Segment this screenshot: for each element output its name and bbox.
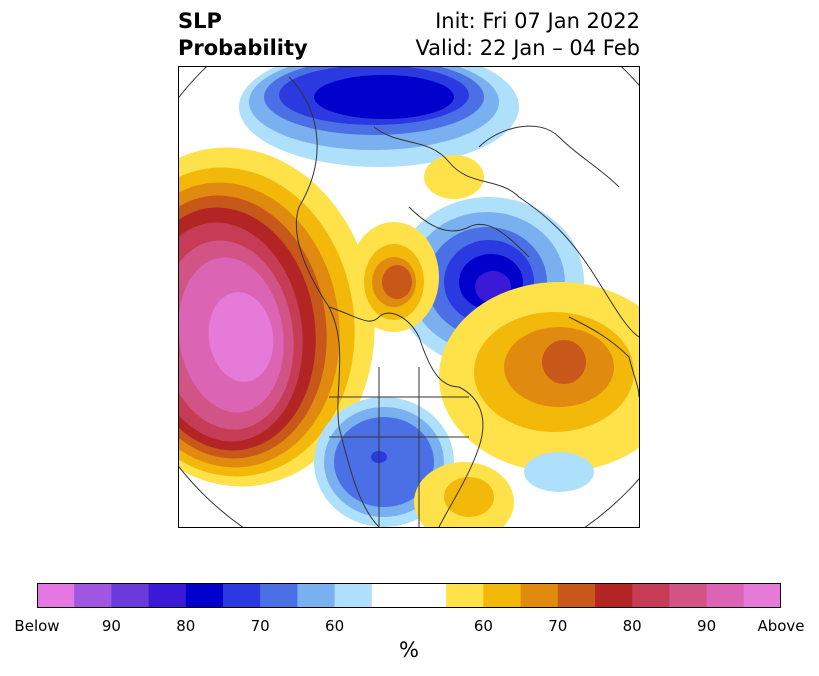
colorbar-tick-label: 60 [473, 617, 493, 635]
forecast-dates: Init: Fri 07 Jan 2022 Valid: 22 Jan – 04… [415, 8, 640, 62]
colorbar-swatch [74, 583, 112, 608]
colorbar-swatch [706, 583, 745, 608]
colorbar-swatch [260, 583, 298, 608]
colorbar [37, 583, 781, 608]
pacific-above-anomaly [179, 147, 375, 487]
colorbar-swatch [297, 583, 336, 608]
title-quantity: Probability [178, 36, 308, 60]
map-canvas [179, 67, 639, 527]
probability-map [178, 66, 640, 528]
colorbar-swatch [185, 583, 224, 608]
colorbar-swatch [371, 583, 410, 608]
colorbar-swatch [148, 583, 187, 608]
colorbar-tick-label: 70 [250, 617, 270, 635]
title-variable: SLP [178, 9, 222, 33]
colorbar-swatch [520, 583, 559, 608]
colorbar-swatch [409, 583, 447, 608]
init-date: Init: Fri 07 Jan 2022 [435, 9, 640, 33]
colorbar-swatch [595, 583, 633, 608]
colorbar-tick-label: 80 [176, 617, 196, 635]
colorbar-swatch [37, 583, 75, 608]
colorbar-swatch [111, 583, 150, 608]
colorbar-tick-label: 90 [101, 617, 121, 635]
north-below-anomaly [239, 67, 519, 167]
greenland-above-anomaly [349, 155, 484, 332]
colorbar-swatch [557, 583, 596, 608]
colorbar-tick-label: Below [14, 617, 60, 635]
colorbar-tick-label: Above [757, 617, 805, 635]
atlantic-above-anomaly [414, 282, 639, 527]
colorbar-swatch [483, 583, 522, 608]
colorbar-tick-label: 60 [325, 617, 345, 635]
chart-title: SLP Probability [178, 8, 308, 62]
colorbar-swatch [223, 583, 261, 608]
colorbar-swatch [334, 583, 373, 608]
colorbar-swatch [743, 583, 781, 608]
colorbar-swatch [669, 583, 708, 608]
colorbar-unit: % [399, 638, 419, 662]
colorbar-tick-label: 70 [548, 617, 568, 635]
colorbar-tick-label: 80 [622, 617, 642, 635]
coastlines [288, 76, 639, 527]
colorbar-swatches [37, 583, 781, 608]
colorbar-swatch [446, 583, 484, 608]
colorbar-border [37, 583, 781, 608]
valid-period: Valid: 22 Jan – 04 Feb [415, 36, 640, 60]
colorbar-tick-label: 90 [697, 617, 717, 635]
colorbar-swatch [632, 583, 670, 608]
